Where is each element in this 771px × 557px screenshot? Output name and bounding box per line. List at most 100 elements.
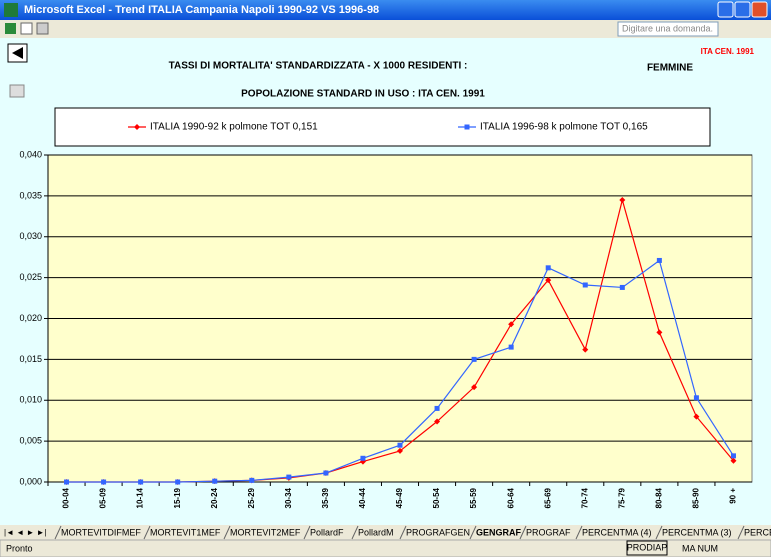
legend-label: ITALIA 1990-92 k polmone TOT 0,151 — [150, 122, 318, 133]
y-tick-label: 0,020 — [19, 313, 42, 323]
tab-separator — [469, 525, 477, 540]
tab-separator — [399, 525, 407, 540]
help-placeholder: Digitare una domanda. — [622, 23, 713, 33]
tab-separator — [303, 525, 311, 540]
y-tick-label: 0,030 — [19, 231, 42, 241]
mode-box — [626, 540, 668, 556]
gender-label: FEMMINE — [647, 63, 693, 74]
legend-label: ITALIA 1996-98 k polmone TOT 0,165 — [480, 122, 648, 133]
y-tick-label: 0,005 — [19, 436, 42, 446]
title-bar — [0, 0, 771, 20]
x-tick-label: 40-44 — [358, 487, 367, 508]
data-point — [582, 282, 588, 288]
data-point — [656, 329, 663, 336]
status-keys: MA NUM — [682, 543, 718, 553]
sheet-tab[interactable]: GENGRAF — [476, 527, 522, 537]
tab-separator — [351, 525, 359, 540]
close-button[interactable] — [751, 1, 768, 18]
data-point — [619, 284, 625, 290]
data-point — [471, 384, 478, 391]
x-tick-label: 55-59 — [469, 487, 478, 508]
data-point — [434, 405, 440, 411]
x-tick-label: 20-24 — [210, 487, 219, 508]
sheet-icon[interactable] — [5, 23, 16, 34]
data-point — [397, 442, 403, 448]
data-point — [212, 478, 218, 484]
data-point — [471, 356, 477, 362]
data-point — [138, 479, 144, 485]
sheet-tab[interactable]: PROGRAFGEN — [406, 527, 470, 537]
print-button[interactable] — [36, 22, 49, 35]
data-point — [582, 346, 589, 353]
data-point — [286, 474, 292, 480]
status-bar — [0, 539, 771, 557]
help-box[interactable] — [617, 21, 719, 37]
data-point — [693, 395, 699, 401]
sheet-tab[interactable]: PollardM — [358, 527, 394, 537]
legend — [54, 107, 711, 147]
y-tick-label: 0,025 — [19, 272, 42, 282]
minimize-button[interactable] — [717, 1, 734, 18]
maximize-button[interactable] — [734, 1, 751, 18]
data-point — [249, 477, 255, 483]
x-tick-label: 80-84 — [654, 487, 663, 508]
x-tick-label: 25-29 — [247, 487, 256, 508]
data-point — [397, 447, 403, 454]
tab-separator — [223, 525, 231, 540]
tab-separator — [655, 525, 663, 540]
x-tick-label: 30-34 — [284, 487, 293, 508]
x-tick-label: 60-64 — [506, 487, 515, 508]
data-point — [730, 457, 737, 464]
status-mode: PRODIAP — [627, 542, 668, 552]
x-tick-label: 35-39 — [321, 487, 330, 508]
x-tick-label: 65-69 — [543, 487, 552, 508]
sheet-tab[interactable]: MORTEVIT2MEF — [230, 527, 301, 537]
x-tick-label: 05-09 — [99, 487, 108, 508]
x-tick-label: 45-49 — [395, 487, 404, 508]
x-tick-label: 70-74 — [580, 487, 589, 508]
data-point — [434, 418, 441, 425]
sheet-tab[interactable]: PollardF — [310, 527, 344, 537]
data-point — [101, 479, 107, 485]
data-point — [545, 265, 551, 271]
chart-title: TASSI DI MORTALITA' STANDARDIZZATA - X 1… — [169, 61, 468, 72]
sheet-tab[interactable]: PERCENTMA (4) — [582, 527, 652, 537]
y-tick-label: 0,035 — [19, 190, 42, 200]
y-tick-label: 0,000 — [19, 476, 42, 486]
sheet-tab[interactable]: MORTEVITDIFMEF — [61, 527, 141, 537]
data-point — [323, 470, 329, 476]
toolbar — [0, 20, 771, 38]
window-title: Microsoft Excel - Trend ITALIA Campania … — [24, 4, 379, 16]
data-point — [619, 196, 626, 203]
reference-label: ITA CEN. 1991 — [701, 47, 755, 56]
preview-button[interactable] — [20, 22, 33, 35]
chart-subtitle: POPOLAZIONE STANDARD IN USO : ITA CEN. 1… — [241, 89, 485, 100]
data-point — [508, 344, 514, 350]
sheet-tab[interactable]: PERCEN — [744, 527, 771, 537]
x-tick-label: 85-90 — [692, 487, 701, 508]
tab-bar — [0, 525, 771, 540]
x-tick-label: 50-54 — [432, 487, 441, 508]
data-point — [730, 453, 736, 459]
x-tick-label: 10-14 — [136, 487, 145, 508]
y-tick-label: 0,015 — [19, 354, 42, 364]
tab-separator — [143, 525, 151, 540]
y-tick-label: 0,010 — [19, 395, 42, 405]
tab-scroll[interactable]: |◄ ◄ ► ►| — [4, 528, 47, 537]
legend-marker — [134, 124, 140, 130]
sheet-tab[interactable]: PERCENTMA (3) — [662, 527, 732, 537]
sheet-tab[interactable]: PROGRAF — [526, 527, 571, 537]
tab-separator — [54, 525, 62, 540]
x-tick-label: 00-04 — [62, 487, 71, 508]
data-point — [545, 277, 552, 284]
data-point — [64, 479, 70, 485]
print-icon[interactable] — [9, 84, 25, 98]
data-point — [175, 479, 181, 485]
tab-separator — [575, 525, 583, 540]
status-text: Pronto — [6, 543, 33, 553]
sheet-tab[interactable]: MORTEVIT1MEF — [150, 527, 221, 537]
data-point — [508, 321, 515, 328]
x-tick-label: 90 + — [729, 488, 738, 504]
tab-separator — [519, 525, 527, 540]
